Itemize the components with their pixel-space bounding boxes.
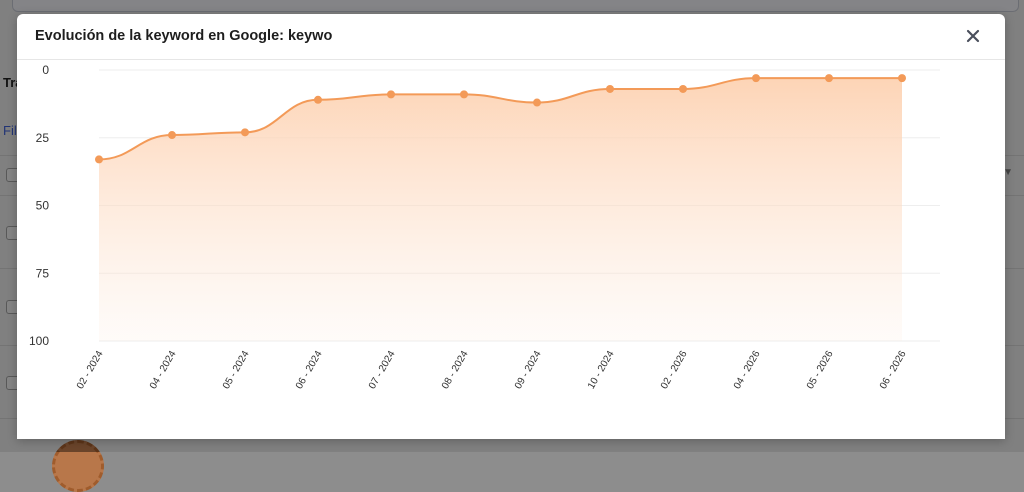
data-point: [825, 74, 833, 83]
x-tick-label: 06 - 2024: [294, 349, 325, 391]
data-point: [898, 74, 906, 83]
data-point: [314, 95, 322, 104]
background-filter-link: Fil: [3, 123, 17, 138]
close-button[interactable]: [963, 26, 983, 46]
modal-header: Evolución de la keyword en Google: keywo: [17, 14, 1005, 60]
data-point: [606, 84, 614, 93]
x-tick-label: 02 - 2026: [659, 349, 690, 391]
data-point: [387, 90, 395, 99]
x-tick-label: 05 - 2024: [221, 349, 252, 391]
background-search-bar: [12, 0, 1019, 12]
x-tick-label: 05 - 2026: [805, 349, 836, 391]
y-tick-label: 75: [36, 266, 50, 280]
modal-title: Evolución de la keyword en Google: keywo: [35, 28, 333, 44]
data-point: [533, 98, 541, 107]
data-point: [460, 90, 468, 99]
x-tick-label: 10 - 2024: [586, 349, 617, 391]
x-tick-label: 04 - 2026: [732, 349, 763, 391]
position-chart: 0 25 50 75 100 02 - 2024 04 - 2024 05 - 2024 06…: [29, 63, 940, 391]
x-tick-label: 08 - 2024: [440, 349, 471, 391]
data-point: [752, 74, 760, 83]
data-point: [241, 128, 249, 137]
data-point: [95, 155, 103, 164]
y-tick-label: 100: [29, 334, 49, 348]
x-tick-label: 06 - 2026: [878, 349, 909, 391]
series-area: [99, 78, 902, 341]
close-icon: [966, 29, 980, 43]
y-tick-label: 0: [42, 63, 49, 77]
x-tick-label: 09 - 2024: [513, 349, 544, 391]
keyword-evolution-modal: Evolución de la keyword en Google: keywo…: [17, 14, 1005, 439]
data-point: [168, 131, 176, 140]
x-tick-label: 02 - 2024: [75, 349, 106, 391]
data-point: [679, 84, 687, 93]
y-tick-label: 25: [36, 131, 50, 145]
x-tick-label: 07 - 2024: [367, 349, 398, 391]
y-tick-label: 50: [36, 199, 50, 213]
x-tick-label: 04 - 2024: [148, 349, 179, 391]
